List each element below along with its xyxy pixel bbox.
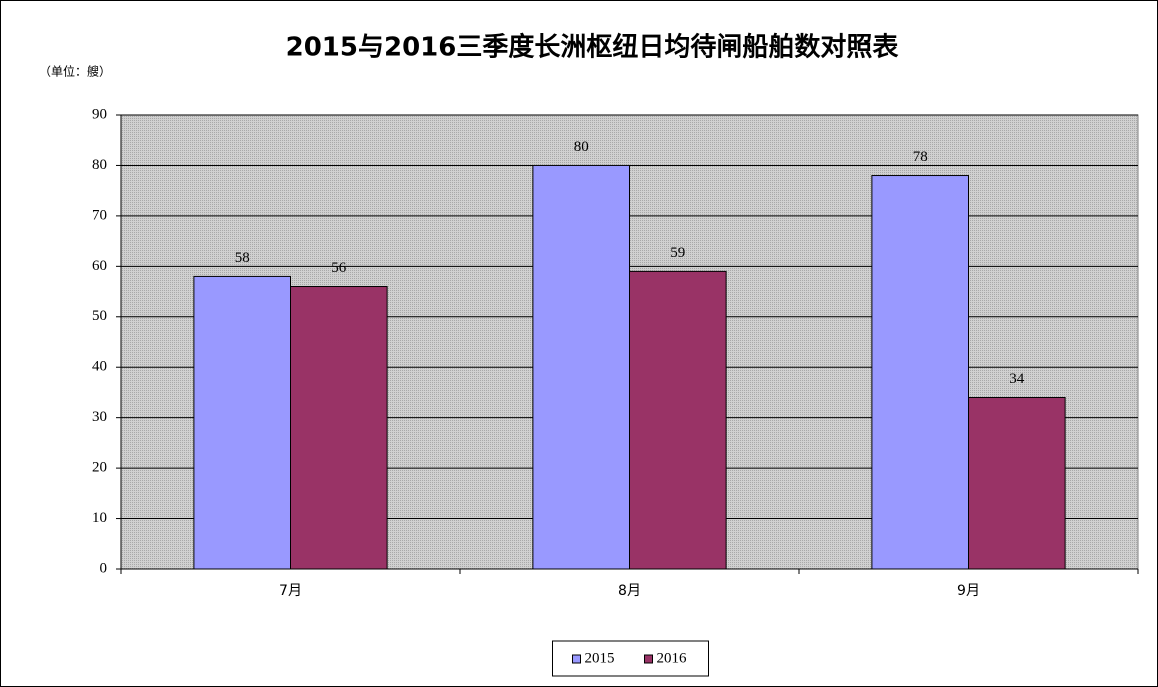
- x-tick-label: 7月: [279, 583, 302, 599]
- legend-box: [552, 640, 709, 677]
- y-tick-label: 20: [92, 460, 107, 476]
- x-tick-label: 8月: [618, 583, 641, 599]
- legend-swatch: [644, 654, 653, 664]
- value-label: 59: [670, 245, 685, 261]
- value-label: 58: [235, 250, 250, 266]
- value-label: 78: [913, 149, 928, 165]
- y-tick-label: 60: [92, 258, 107, 274]
- legend-swatch: [572, 654, 581, 664]
- bar: [532, 164, 631, 570]
- value-label: 80: [574, 139, 589, 155]
- legend-label: 2015: [585, 650, 615, 666]
- bar: [629, 270, 727, 570]
- bar: [871, 175, 970, 570]
- y-tick-label: 0: [100, 560, 108, 576]
- value-label: 56: [331, 260, 347, 276]
- y-tick-label: 80: [92, 157, 107, 173]
- bar: [193, 275, 291, 570]
- legend-label: 2016: [657, 650, 688, 666]
- unit-label: （单位：艘）: [39, 64, 111, 79]
- y-tick-label: 90: [92, 106, 107, 122]
- y-tick-label: 10: [92, 510, 107, 526]
- y-tick-label: 30: [92, 409, 107, 425]
- bar: [290, 286, 388, 570]
- y-tick-label: 50: [92, 308, 107, 324]
- x-tick-label: 9月: [957, 583, 980, 599]
- chart-title: 2015与2016三季度长洲枢纽日均待闸船舶数对照表: [286, 32, 900, 63]
- y-tick-label: 40: [92, 359, 107, 375]
- y-tick-label: 70: [92, 207, 107, 223]
- value-label: 34: [1009, 371, 1025, 387]
- bar: [968, 396, 1066, 570]
